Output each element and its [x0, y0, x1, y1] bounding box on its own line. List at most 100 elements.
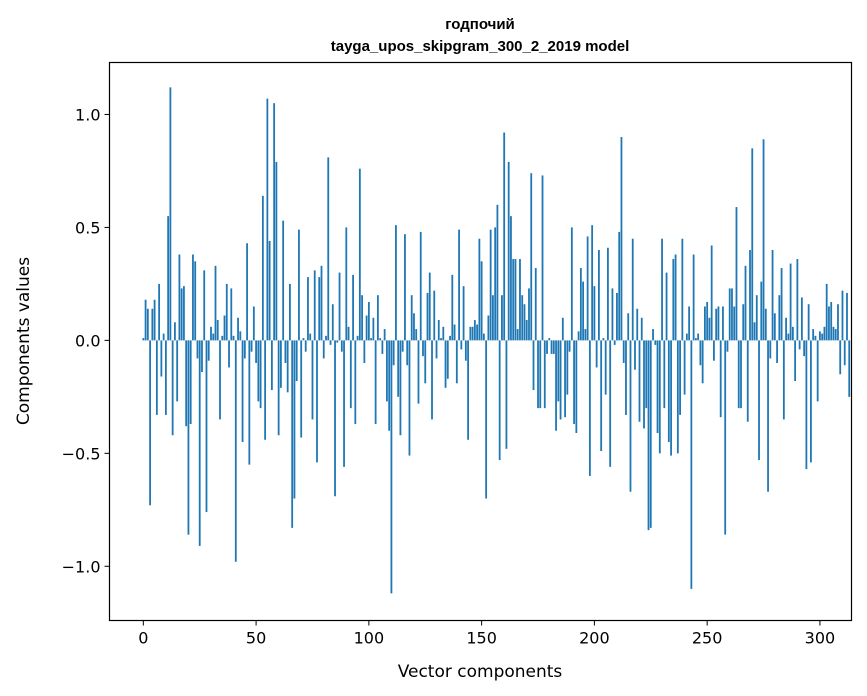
bar-component-110	[390, 340, 393, 594]
bar-component-225	[649, 340, 652, 528]
x-tick-label: 150	[466, 629, 497, 648]
x-axis-ticks: 0 50 100 150 200 250 300	[138, 620, 836, 648]
bar-component-13	[171, 340, 174, 436]
bar-component-4	[151, 308, 154, 341]
bar-component-22	[192, 254, 194, 341]
bar-component-121	[415, 329, 418, 341]
bar-component-25	[198, 340, 201, 546]
bar-component-28	[205, 340, 208, 513]
bar-component-102	[372, 317, 375, 341]
bar-component-174	[534, 268, 537, 341]
bar-component-212	[620, 137, 623, 341]
bar-component-232	[665, 272, 668, 341]
bar-component-169	[523, 304, 526, 341]
bar-component-205	[604, 340, 607, 395]
bar-component-216	[629, 340, 632, 492]
bar-component-283	[780, 268, 783, 341]
bar-component-123	[419, 231, 422, 341]
bar-component-118	[408, 340, 411, 456]
bar-component-38	[228, 340, 230, 368]
bar-component-19	[185, 340, 188, 427]
x-tick-label: 200	[579, 629, 610, 648]
x-tick-label: 300	[805, 629, 836, 648]
bar-component-14	[174, 322, 176, 341]
bar-component-94	[354, 340, 357, 424]
bar-component-190	[570, 227, 573, 341]
bar-component-105	[379, 338, 382, 341]
bar-component-296	[810, 340, 812, 463]
bar-component-138	[453, 324, 456, 341]
bar-component-197	[586, 236, 589, 341]
bar-component-3	[149, 340, 151, 506]
bar-component-302	[823, 326, 826, 341]
bar-component-30	[210, 326, 212, 341]
bar-component-75	[311, 340, 314, 420]
bar-component-273	[758, 340, 760, 461]
bar-component-172	[530, 173, 533, 341]
bar-component-16	[178, 254, 181, 341]
bar-component-108	[386, 340, 388, 402]
bar-component-297	[812, 329, 815, 341]
bar-component-81	[325, 335, 327, 341]
bar-component-160	[503, 132, 506, 341]
bar-component-85	[334, 340, 336, 497]
bar-component-32	[214, 265, 217, 341]
bar-component-233	[667, 340, 670, 443]
bar-component-218	[634, 340, 636, 370]
bar-component-12	[169, 87, 172, 341]
bar-component-177	[541, 175, 544, 341]
bar-component-84	[331, 304, 334, 341]
bar-component-293	[803, 340, 806, 357]
bar-component-217	[631, 238, 634, 341]
bar-component-36	[223, 315, 226, 341]
bar-component-194	[579, 268, 582, 341]
bar-component-34	[219, 340, 221, 420]
bar-component-107	[383, 329, 386, 341]
bar-component-50	[255, 340, 257, 363]
bar-component-246	[697, 333, 700, 341]
bar-component-52	[259, 340, 262, 409]
bar-component-64	[286, 340, 289, 393]
bar-component-7	[158, 283, 161, 341]
bar-component-146	[471, 326, 474, 341]
bar-component-258	[724, 340, 727, 535]
bar-component-142	[462, 286, 465, 341]
y-tick-label: 0.5	[75, 218, 100, 237]
bar-component-112	[395, 225, 397, 341]
bar-component-139	[455, 340, 458, 384]
bar-component-288	[791, 326, 794, 341]
bar-component-73	[307, 277, 309, 341]
bar-component-1	[144, 299, 147, 341]
bar-component-68	[295, 340, 298, 382]
bar-component-313	[848, 340, 851, 397]
bar-component-134	[444, 340, 447, 388]
bar-component-117	[406, 340, 409, 366]
bar-component-285	[785, 317, 787, 341]
bar-component-56	[268, 240, 271, 341]
bar-component-70	[300, 340, 303, 438]
bar-component-98	[363, 340, 366, 363]
bar-component-131	[437, 320, 440, 341]
bar-component-220	[638, 340, 641, 422]
bar-component-23	[194, 261, 197, 341]
bar-component-191	[573, 340, 575, 424]
bar-component-17	[180, 288, 183, 341]
bar-component-147	[473, 320, 476, 341]
bar-component-239	[681, 238, 684, 341]
bar-component-99	[365, 315, 368, 341]
y-axis-label: Components values	[14, 257, 34, 425]
bar-component-256	[719, 340, 722, 418]
bar-component-185	[559, 340, 562, 420]
bar-component-83	[329, 340, 332, 345]
bar-component-282	[778, 295, 781, 341]
bar-component-260	[728, 288, 731, 341]
bar-component-252	[710, 245, 713, 341]
y-tick-label: 1.0	[75, 105, 100, 124]
y-axis-ticks: −1.0 −0.5 0.0 0.5 1.0	[62, 105, 110, 576]
x-tick-label: 0	[138, 629, 148, 648]
bar-component-45	[243, 340, 246, 359]
bar-component-33	[216, 320, 219, 341]
bar-component-74	[309, 333, 312, 341]
bar-component-257	[722, 306, 724, 341]
bar-component-92	[349, 340, 352, 409]
